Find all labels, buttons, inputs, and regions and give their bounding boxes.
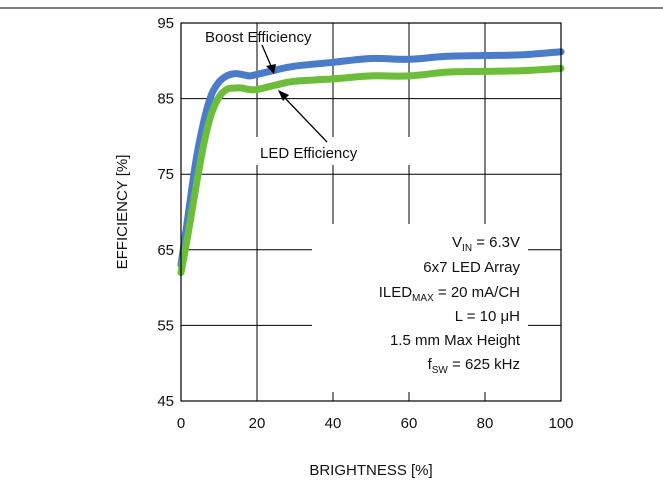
- y-tick-label: 95: [157, 15, 174, 32]
- y-tick-label: 65: [157, 242, 174, 259]
- y-tick-label: 55: [157, 317, 174, 334]
- boost-arrowhead: [266, 64, 276, 74]
- y-axis-label: EFFICIENCY [%]: [114, 155, 131, 270]
- fsw-condition: fSW = 625 kHz: [428, 356, 520, 376]
- conditions-box: [312, 224, 528, 392]
- series-lines: [177, 48, 565, 276]
- led-arrowhead: [278, 90, 289, 101]
- boost-efficiency-line: [177, 48, 565, 269]
- vin-condition: VIN = 6.3V: [452, 234, 520, 254]
- array-condition: 6x7 LED Array: [423, 259, 520, 276]
- y-tick-label: 85: [157, 91, 174, 108]
- iled-condition: ILEDMAX = 20 mA/CH: [379, 284, 520, 304]
- height-condition: 1.5 mm Max Height: [390, 332, 521, 349]
- x-tick-label: 80: [477, 415, 494, 432]
- led-label-background: [256, 137, 418, 165]
- led-efficiency-line: [177, 64, 565, 276]
- x-axis-label: BRIGHTNESS [%]: [309, 462, 432, 479]
- led-efficiency-label: LED Efficiency: [260, 145, 358, 162]
- x-tick-label: 100: [548, 415, 573, 432]
- led-arrow: [283, 96, 328, 143]
- plot-frame: [180, 22, 562, 402]
- boost-efficiency-label: Boost Efficiency: [205, 29, 312, 46]
- tick-labels: 0 20 40 60 80 100 95 85 75 65 55 45: [157, 15, 573, 432]
- boost-arrow: [261, 44, 272, 67]
- y-tick-label: 75: [157, 166, 174, 183]
- y-tick-label: 45: [157, 393, 174, 410]
- inductor-condition: L = 10 μH: [455, 308, 520, 325]
- x-tick-label: 20: [249, 415, 266, 432]
- x-tick-label: 60: [401, 415, 418, 432]
- x-tick-label: 40: [325, 415, 342, 432]
- x-tick-label: 0: [177, 415, 185, 432]
